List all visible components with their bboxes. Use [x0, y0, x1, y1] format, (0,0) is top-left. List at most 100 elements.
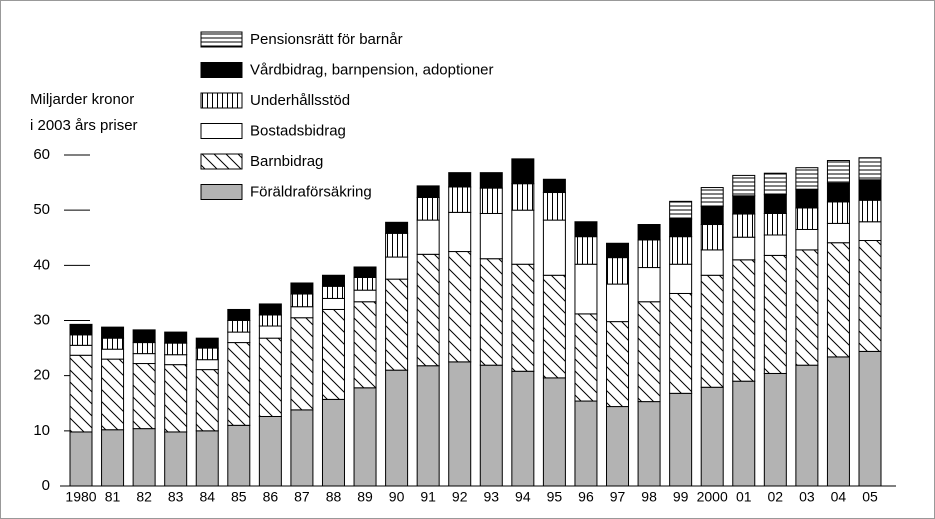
x-tick-label: 2000 — [697, 489, 728, 505]
bar-segment — [732, 213, 756, 238]
bar-segment — [479, 187, 503, 214]
bar-segment — [826, 356, 850, 487]
bar-segment — [858, 221, 882, 242]
bar-segment — [385, 256, 409, 280]
bar-segment — [258, 337, 282, 417]
bar-segment — [574, 400, 598, 487]
bar-segment — [132, 342, 156, 355]
bar-segment — [700, 249, 724, 276]
x-tick-label: 90 — [389, 489, 405, 505]
bar-segment — [826, 160, 850, 184]
legend-label: Bostadsbidrag — [250, 122, 346, 139]
legend-swatch — [200, 62, 243, 78]
y-tick-label: 40 — [33, 256, 50, 273]
legend-label: Pensionsrätt för barnår — [250, 31, 403, 48]
bar-segment — [101, 348, 125, 360]
y-tick-label: 30 — [33, 311, 50, 328]
bar-segment — [637, 301, 661, 403]
x-tick-label: 91 — [420, 489, 436, 505]
y-tick-label: 0 — [42, 477, 50, 494]
x-tick-label: 97 — [610, 489, 626, 505]
bar-segment — [258, 303, 282, 316]
bar-segment — [858, 240, 882, 352]
bar-segment — [69, 431, 93, 487]
bar-segment — [511, 370, 535, 487]
bar-segment — [132, 363, 156, 430]
bar-segment — [763, 372, 787, 487]
y-tick-label: 20 — [33, 367, 50, 384]
bar-segment — [353, 387, 377, 487]
bar-segment — [290, 317, 314, 411]
bar-segment — [479, 364, 503, 487]
bar-segment — [164, 431, 188, 487]
bar-segment — [637, 267, 661, 303]
bar-segment — [227, 424, 251, 487]
x-tick-label: 84 — [199, 489, 215, 505]
bar-segment — [164, 342, 188, 356]
legend-swatch — [200, 184, 243, 200]
bar-segment — [826, 182, 850, 203]
bar-segment — [542, 178, 566, 194]
bar-segment — [101, 358, 125, 431]
y-tick-label: 60 — [33, 146, 50, 163]
bar-segment — [606, 242, 630, 259]
bar-segment — [69, 344, 93, 356]
bar-segment — [448, 186, 472, 213]
bar-segment — [164, 354, 188, 366]
bar-segment — [795, 228, 819, 251]
x-tick-label: 93 — [483, 489, 499, 505]
x-tick-label: 99 — [673, 489, 689, 505]
bar-segment — [606, 257, 630, 285]
x-tick-label: 85 — [231, 489, 247, 505]
bar-segment — [858, 179, 882, 201]
bar-segment — [606, 406, 630, 487]
bar-segment — [542, 377, 566, 487]
x-tick-label: 04 — [831, 489, 847, 505]
bar-segment — [353, 289, 377, 303]
bar-segment — [479, 212, 503, 260]
x-tick-label: 96 — [578, 489, 594, 505]
bar-segment — [763, 254, 787, 374]
x-tick-label: 88 — [326, 489, 342, 505]
bar-segment — [574, 221, 598, 238]
bar-segment — [132, 329, 156, 344]
x-tick-label: 03 — [799, 489, 815, 505]
bar-segment — [826, 222, 850, 244]
y-tick-label: 50 — [33, 201, 50, 218]
bar-segment — [732, 236, 756, 261]
legend-swatch — [200, 123, 243, 139]
x-tick-label: 81 — [105, 489, 121, 505]
bar-segment — [795, 364, 819, 487]
bar-segment — [795, 167, 819, 190]
bar-segment — [101, 326, 125, 339]
bar-segment — [542, 192, 566, 221]
bar-segment — [669, 263, 693, 294]
bar-segment — [511, 263, 535, 372]
bar-segment — [69, 323, 93, 336]
bar-segment — [290, 306, 314, 319]
bar-segment — [669, 292, 693, 394]
bar-segment — [416, 253, 440, 367]
bar-segment — [164, 331, 188, 344]
bar-segment — [195, 337, 219, 349]
bar-segment — [321, 308, 345, 400]
bar-segment — [69, 354, 93, 433]
legend-swatch — [200, 92, 243, 109]
y-tick-label: 10 — [33, 422, 50, 439]
bar-segment — [606, 283, 630, 323]
bar-segment — [227, 320, 251, 333]
bar-segment — [290, 293, 314, 308]
bar-segment — [416, 365, 440, 487]
x-tick-label: 02 — [768, 489, 784, 505]
bar-segment — [669, 392, 693, 487]
bar-segment — [700, 274, 724, 388]
bar-segment — [795, 249, 819, 366]
bar-segment — [69, 334, 93, 346]
bar-segment — [353, 276, 377, 291]
x-tick-label: 92 — [452, 489, 468, 505]
bar-segment — [542, 219, 566, 276]
bar-segment — [826, 242, 850, 358]
bar-segment — [763, 194, 787, 214]
bar-segment — [511, 158, 535, 185]
x-tick-label: 89 — [357, 489, 373, 505]
